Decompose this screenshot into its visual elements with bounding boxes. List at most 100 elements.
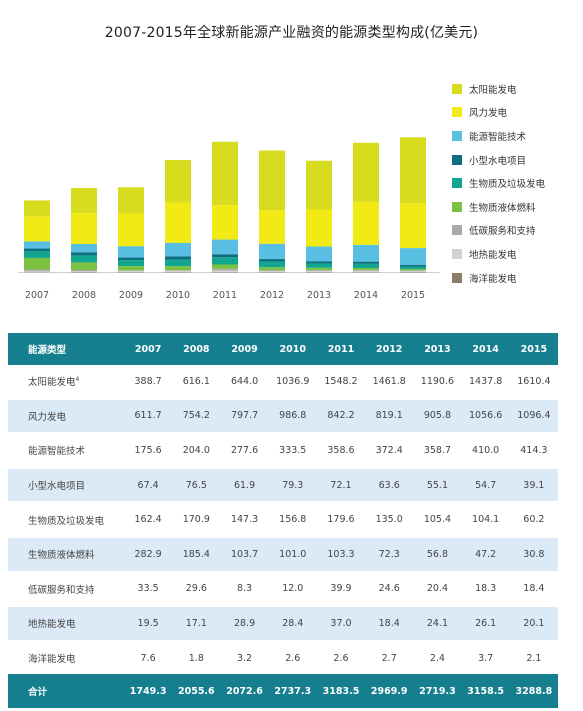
legend-label: 地热能发电 [469, 249, 517, 261]
table-cell: 28.4 [268, 605, 317, 641]
table-cell: 56.8 [413, 535, 462, 572]
bar-segment [71, 271, 97, 273]
table-cell: 3.2 [220, 639, 269, 675]
bar-segment [165, 259, 191, 267]
total-cell: 2072.6 [220, 674, 269, 709]
total-cell: 3158.5 [461, 674, 510, 709]
table-cell: 20.4 [413, 570, 462, 607]
bar-segment [212, 270, 238, 272]
table-row: 小型水电项目 67.4 76.5 61.9 79.3 72.1 63.6 55.1 54.7 39… [8, 466, 558, 503]
table-cell: 18.4 [509, 570, 558, 607]
total-cell: 3288.8 [509, 674, 558, 709]
table-cell: 905.8 [413, 397, 462, 434]
table-header-year: 2007 [124, 333, 173, 365]
bar-segment [400, 265, 426, 267]
table-cell: 372.4 [365, 432, 414, 468]
legend-label: 生物质及垃圾发电 [469, 179, 546, 191]
bar-segment [165, 266, 191, 271]
bar-segment [24, 257, 50, 270]
bar-segment [165, 242, 191, 257]
bar-segment [212, 205, 238, 240]
table-cell: 1190.6 [420, 375, 455, 387]
table-header-year: 2008 [172, 333, 221, 365]
total-label: 合计 [8, 674, 124, 709]
bar-segment [118, 246, 144, 258]
total-cell: 2737.3 [268, 674, 317, 709]
x-tick-label: 2012 [260, 290, 284, 301]
row-label: 太阳能发电4 [28, 376, 80, 389]
legend-swatch [452, 107, 462, 118]
table-cell: 29.6 [172, 570, 221, 607]
bar-segment [353, 201, 379, 245]
x-tick-label: 2009 [119, 290, 143, 301]
table-cell: 76.5 [172, 466, 221, 503]
table-cell: 101.0 [268, 535, 317, 572]
table-cell: 19.5 [124, 605, 173, 641]
bar-segment [353, 270, 379, 271]
table-cell: 754.2 [172, 397, 221, 434]
bar-segment [259, 259, 285, 262]
bar-segment [400, 270, 426, 272]
legend-label: 能源智能技术 [469, 131, 527, 143]
bar-segment [24, 241, 50, 249]
table-cell: 1036.9 [276, 375, 310, 387]
table-cell: 147.3 [220, 501, 269, 537]
row-label: 地热能发电 [8, 605, 124, 641]
bar-segment [353, 263, 379, 269]
bar-segment [259, 261, 285, 268]
bar-segment [353, 270, 379, 272]
table-cell: 39.9 [316, 570, 366, 607]
bar-segment [71, 255, 97, 263]
table-cell: 333.5 [268, 432, 317, 468]
bar-segment [165, 271, 191, 273]
table-cell: 388.7 [134, 375, 162, 387]
legend-item: 生物质及垃圾发电 [452, 171, 582, 195]
table-cell: 20.1 [509, 605, 558, 641]
table-cell: 986.8 [268, 397, 317, 434]
x-tick-label: 2007 [25, 290, 49, 301]
row-label: 生物质液体燃料 [8, 535, 124, 572]
table-cell: 162.4 [124, 501, 173, 537]
table-row: 海洋能发电 7.6 1.8 3.2 2.6 2.6 2.7 2.4 3.7 2.1 [8, 639, 558, 675]
bar-segment [118, 257, 144, 261]
table-cell: 2.6 [316, 639, 366, 675]
legend-swatch [452, 83, 462, 94]
legend-label: 太阳能发电 [469, 84, 517, 96]
table-cell: 61.9 [220, 466, 269, 503]
bar-segment [71, 262, 97, 271]
x-tick-label: 2014 [354, 290, 378, 301]
bar-segment [118, 213, 144, 247]
table-cell: 3.7 [461, 639, 510, 675]
table-header-year: 2015 [509, 333, 558, 365]
legend-swatch [452, 272, 462, 283]
table-cell: 12.0 [268, 570, 317, 607]
bar-segment [259, 270, 285, 272]
bar-segment [400, 271, 426, 272]
legend-label: 低碳服务和支持 [469, 226, 536, 238]
bar-segment [353, 244, 379, 262]
legend-label: 生物质液体燃料 [469, 202, 536, 214]
bar-segment [118, 187, 144, 214]
legend-item: 风力发电 [452, 101, 582, 125]
legend-item: 小型水电项目 [452, 148, 582, 172]
table-cell: 414.3 [509, 432, 558, 468]
bar-segment [165, 256, 191, 260]
footnote-mark: 4 [75, 376, 80, 384]
bar-segment [71, 213, 97, 244]
table-row: 能源智能技术 175.6 204.0 277.6 333.5 358.6 372.4 358.… [8, 432, 558, 468]
table-cell: 24.1 [413, 605, 462, 641]
bar-segment [24, 270, 50, 272]
total-cell: 3183.5 [316, 674, 366, 709]
bar-segment [306, 267, 332, 271]
bar-segment [24, 200, 50, 217]
legend-label: 小型水电项目 [469, 155, 527, 167]
table-header-year: 2011 [316, 333, 366, 365]
bar-segment [259, 271, 285, 272]
table-cell: 611.7 [124, 397, 173, 434]
table-cell: 170.9 [172, 501, 221, 537]
table-cell: 156.8 [268, 501, 317, 537]
bar-segment [165, 270, 191, 272]
table-cell: 842.2 [316, 397, 366, 434]
table-cell: 72.3 [365, 535, 414, 572]
table-cell: 1437.8 [469, 375, 503, 387]
